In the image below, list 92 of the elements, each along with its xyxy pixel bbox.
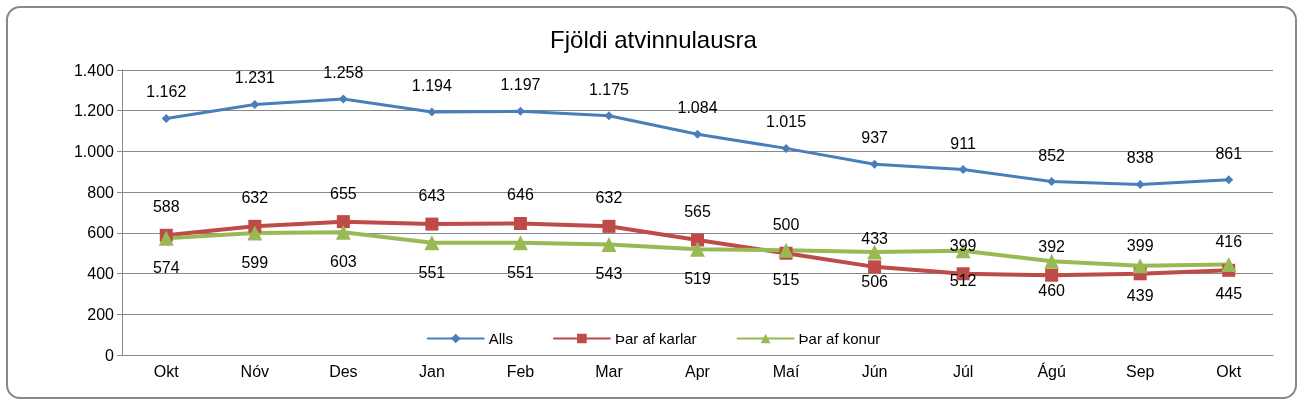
data-label: 433	[861, 229, 889, 247]
data-label: 1.175	[588, 80, 630, 98]
x-tick-label: Maí	[772, 362, 800, 380]
data-label: 1.194	[411, 76, 452, 94]
data-label: 392	[1038, 238, 1066, 256]
data-label: 1.258	[323, 63, 364, 81]
point	[867, 244, 883, 260]
x-tick-label: Sep	[1125, 362, 1155, 380]
data-label: 551	[418, 263, 446, 281]
point	[604, 111, 614, 121]
point	[778, 242, 794, 258]
x-tick-label: Jan	[418, 362, 445, 380]
point	[781, 143, 791, 153]
data-label: 603	[329, 253, 357, 271]
point	[1132, 258, 1148, 274]
chart-title: Fjöldi atvinnulausra	[550, 25, 758, 53]
y-tick-label: 1.400	[73, 61, 115, 79]
point	[1044, 253, 1060, 269]
data-label: 852	[1038, 146, 1066, 164]
data-label: 519	[684, 270, 711, 288]
y-tick-label: 1.000	[73, 142, 115, 160]
data-label: 439	[1126, 286, 1154, 304]
data-label: 500	[772, 216, 800, 234]
x-tick-label: Ágú	[1037, 361, 1066, 380]
data-label: 655	[329, 184, 357, 202]
x-tick-label: Okt	[1216, 362, 1242, 380]
data-label: 565	[684, 202, 711, 220]
data-label: 838	[1126, 149, 1154, 167]
y-tick-label: 400	[87, 265, 115, 283]
data-label: 911	[950, 134, 976, 152]
point	[250, 99, 260, 109]
data-label: 937	[861, 129, 889, 147]
point	[512, 235, 528, 251]
data-label: 1.084	[677, 99, 718, 117]
point	[161, 113, 171, 123]
data-label: 646	[507, 186, 534, 204]
point	[1047, 177, 1057, 187]
data-label: 512	[949, 271, 977, 289]
y-tick-label: 0	[105, 346, 115, 364]
x-tick-label: Mar	[595, 362, 624, 380]
data-label: 506	[861, 272, 889, 290]
y-tick-label: 800	[87, 183, 115, 201]
data-label: 599	[241, 254, 269, 272]
x-tick-label: Des	[329, 362, 358, 380]
data-label: 574	[152, 259, 180, 277]
data-label: 861	[1215, 144, 1243, 162]
point	[425, 217, 439, 231]
x-tick-label: Jún	[861, 362, 888, 380]
point	[602, 219, 616, 233]
x-tick-label: Júl	[952, 362, 974, 380]
point	[690, 241, 705, 257]
legend-label: Þar af konur	[798, 330, 881, 347]
point	[868, 260, 882, 274]
data-label: 399	[1126, 236, 1154, 254]
x-tick-label: Nóv	[240, 362, 270, 380]
legend-label: Þar af karlar	[614, 330, 697, 347]
data-label: 543	[595, 265, 623, 283]
point	[601, 236, 617, 252]
y-tick-label: 200	[87, 305, 115, 323]
x-tick-label: Apr	[685, 362, 711, 380]
point	[1221, 256, 1237, 272]
data-label: 445	[1215, 285, 1243, 303]
data-label: 416	[1215, 233, 1243, 251]
y-tick-label: 1.200	[73, 102, 115, 120]
point	[247, 225, 263, 241]
x-tick-label: Okt	[153, 362, 180, 380]
data-label: 1.015	[766, 113, 807, 131]
point	[335, 224, 351, 240]
data-label: 1.231	[234, 69, 275, 87]
point	[958, 165, 968, 175]
point	[1224, 175, 1234, 185]
data-label: 551	[507, 263, 534, 281]
point	[1045, 268, 1059, 282]
point	[427, 107, 437, 117]
data-label: 632	[595, 189, 623, 207]
point	[1135, 179, 1145, 189]
data-label: 460	[1038, 282, 1066, 300]
legend-label: Alls	[488, 330, 513, 347]
point	[158, 230, 174, 246]
point	[336, 215, 350, 229]
data-label: 1.197	[500, 76, 541, 94]
point	[513, 216, 527, 230]
y-tick-label: 600	[87, 224, 115, 242]
x-tick-label: Feb	[506, 362, 535, 380]
data-label: 588	[152, 198, 180, 216]
data-label: 515	[772, 271, 800, 289]
point	[691, 233, 704, 247]
point	[424, 235, 440, 251]
data-label: 1.162	[146, 83, 187, 101]
data-label: 632	[241, 189, 269, 207]
point	[693, 129, 702, 139]
data-label: 643	[418, 187, 446, 205]
